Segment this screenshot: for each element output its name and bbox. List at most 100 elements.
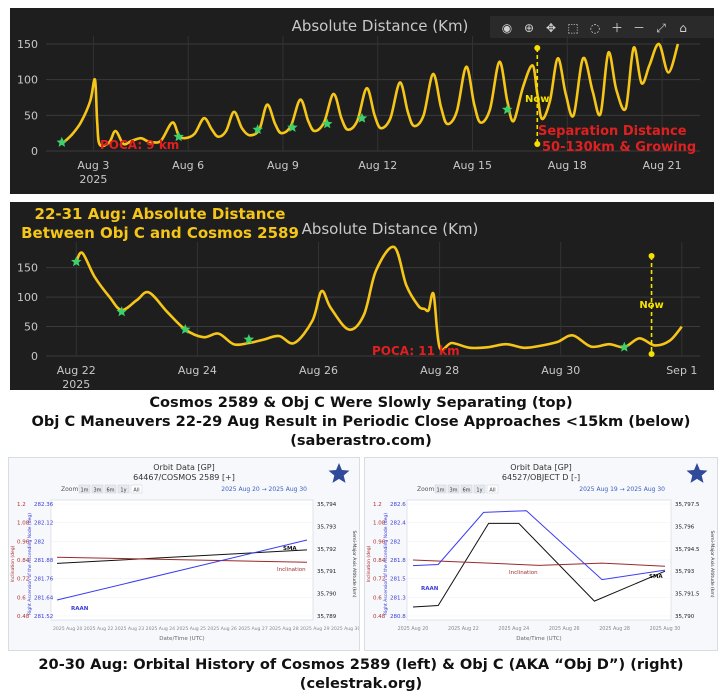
y-tick-label: 100 bbox=[17, 74, 38, 87]
zoom-button-label: 1m bbox=[436, 488, 444, 494]
camera-icon[interactable]: ◉ bbox=[502, 21, 512, 35]
orbit-panel-object-d: Orbit Data [GP] 64527/OBJECT D [-] Zoom 1m 3… bbox=[364, 457, 718, 651]
series-inclination-line bbox=[56, 556, 308, 563]
toolbar-background bbox=[490, 16, 714, 38]
raan-axis-label: Right Ascension of the Ascending Node (d… bbox=[383, 513, 389, 615]
raan-tick: 281.8 bbox=[390, 558, 406, 564]
orbit-subtitle: 64467/COSMOS 2589 [+] bbox=[133, 473, 235, 482]
zoom-out-icon[interactable]: ＋ bbox=[611, 21, 623, 35]
top-poca-label: POCA: 9 km bbox=[100, 138, 179, 152]
inclination-tick: 0.84 bbox=[373, 558, 386, 564]
celestrak-logo-icon bbox=[686, 463, 708, 483]
approach-marker-star bbox=[243, 334, 255, 344]
sma-axis-label: Semi-Major Axis Altitude (km) bbox=[709, 530, 715, 597]
lasso-icon[interactable]: ⬚ bbox=[567, 21, 578, 35]
overlay-title-line2: Between Obj C and Cosmos 2589 bbox=[21, 224, 299, 242]
raan-tick: 282.4 bbox=[390, 521, 406, 527]
y-tick-label: 0 bbox=[31, 350, 38, 363]
zoom-button-3m[interactable] bbox=[91, 484, 104, 494]
inclination-tick: 0.48 bbox=[17, 614, 30, 620]
approach-marker-star bbox=[56, 136, 67, 147]
zoom-button-label: 1y bbox=[476, 488, 482, 494]
zoom-button-label: All bbox=[489, 488, 495, 494]
x-tick-label: Aug 6 bbox=[172, 159, 204, 172]
zoom-icon[interactable]: ⊕ bbox=[524, 21, 534, 35]
x-tick-year: 2025 bbox=[79, 173, 107, 186]
raan-series-label: RAAN bbox=[71, 606, 89, 612]
zoom-button-label: 6m bbox=[106, 488, 114, 494]
approach-marker-star bbox=[287, 122, 298, 132]
inclination-tick: 1.08 bbox=[17, 521, 30, 527]
raan-axis-label: Right Ascension of the Ascending Node (d… bbox=[27, 513, 33, 615]
zoom-button-3m[interactable] bbox=[447, 484, 460, 494]
bottom-distance-chart: Absolute Distance (Km) 22-31 Aug: Absolu… bbox=[10, 202, 714, 391]
raan-tick: 282 bbox=[34, 539, 45, 545]
x-tick-label: Aug 15 bbox=[453, 159, 492, 172]
inclination-series-label: Inclination bbox=[277, 567, 306, 573]
x-tick-year: 2025 bbox=[62, 378, 90, 390]
menu-icon[interactable]: ⌂ bbox=[679, 21, 687, 35]
orbit-x-tick: 2025 Aug 24 bbox=[498, 626, 529, 632]
inclination-tick: 1.08 bbox=[373, 521, 386, 527]
caption-line1: Cosmos 2589 & Obj C Were Slowly Separati… bbox=[149, 394, 573, 411]
inclination-tick: 0.96 bbox=[373, 539, 386, 545]
orbit-xlabel: Date/Time (UTC) bbox=[516, 636, 561, 642]
raan-series-label: RAAN bbox=[421, 586, 439, 592]
raan-tick: 281.88 bbox=[34, 558, 54, 564]
zoom-button-label: 6m bbox=[462, 488, 470, 494]
raan-tick: 282.12 bbox=[34, 521, 53, 527]
zoom-button-label: 3m bbox=[449, 488, 457, 494]
x-tick-label: Aug 18 bbox=[548, 159, 587, 172]
zoom-button-6m[interactable] bbox=[460, 484, 473, 494]
orbit-x-tick: 2025 Aug 26 bbox=[549, 626, 580, 632]
pan-icon[interactable]: ✥ bbox=[546, 21, 556, 35]
orbit-x-tick: 2025 Aug 20 bbox=[398, 626, 429, 632]
inclination-axis-label: Inclination (deg) bbox=[10, 545, 16, 582]
x-tick-label: Aug 28 bbox=[420, 364, 459, 377]
orbit-x-ticks: 2025 Aug 20 2025 Aug 22 2025 Aug 23 2025… bbox=[53, 626, 359, 632]
sma-axis-label: Semi-Major Axis Altitude (km) bbox=[351, 530, 357, 597]
now-label: Now bbox=[525, 94, 549, 105]
zoom-button-1m[interactable] bbox=[434, 484, 447, 494]
zoom-button-6m[interactable] bbox=[104, 484, 117, 494]
zoom-in-icon[interactable]: ◌ bbox=[590, 21, 600, 35]
now-top-dot bbox=[534, 45, 541, 51]
separation-annotation-line1: Separation Distance bbox=[538, 124, 687, 139]
zoom-button-All[interactable] bbox=[486, 484, 499, 494]
approach-marker-star bbox=[173, 131, 184, 142]
orbit-subtitle: 64527/OBJECT D [-] bbox=[502, 473, 580, 482]
y-tick-label: 50 bbox=[24, 109, 38, 122]
x-tick-label: Aug 3 bbox=[77, 159, 109, 172]
inclination-tick: 0.84 bbox=[17, 558, 30, 564]
approach-marker-star bbox=[252, 124, 263, 134]
raan-tick: 282.36 bbox=[34, 502, 54, 508]
sma-tick: 35,794 bbox=[317, 502, 337, 508]
x-tick-label: Aug 26 bbox=[299, 364, 338, 377]
x-tick-label: Aug 21 bbox=[643, 159, 682, 172]
orbit-xlabel: Date/Time (UTC) bbox=[159, 636, 204, 642]
bottom-distance-line bbox=[75, 245, 683, 352]
celestrak-logo-icon bbox=[328, 463, 350, 483]
approach-marker-star bbox=[180, 324, 191, 334]
zoom-button-1m[interactable] bbox=[78, 484, 91, 494]
zoom-button-All[interactable] bbox=[130, 484, 143, 494]
date-range: 2025 Aug 19 → 2025 Aug 30 bbox=[579, 486, 665, 493]
raan-tick: 282 bbox=[390, 539, 401, 545]
zoom-button-1y[interactable] bbox=[117, 484, 130, 494]
inclination-tick: 0.6 bbox=[373, 595, 382, 601]
x-tick-label: Aug 30 bbox=[541, 364, 580, 377]
sma-series-label: SMA bbox=[649, 574, 663, 580]
raan-tick: 280.8 bbox=[390, 614, 406, 620]
raan-tick: 281.64 bbox=[34, 595, 54, 601]
inclination-tick: 0.72 bbox=[373, 577, 385, 583]
inclination-axis-label: Inclination (deg) bbox=[366, 545, 372, 582]
approach-marker-star bbox=[322, 118, 333, 129]
home-icon[interactable]: ⤢ bbox=[655, 21, 666, 35]
series-inclination-line bbox=[412, 559, 666, 567]
orbit-panel-cosmos-2589: Orbit Data [GP] 64467/COSMOS 2589 [+] Zoom… bbox=[8, 457, 360, 651]
autoscale-icon[interactable]: － bbox=[633, 21, 645, 35]
date-range: 2025 Aug 20 → 2025 Aug 30 bbox=[221, 486, 307, 493]
approach-marker-star bbox=[116, 306, 127, 317]
zoom-button-1y[interactable] bbox=[473, 484, 486, 494]
zoom-label: Zoom bbox=[61, 486, 78, 493]
